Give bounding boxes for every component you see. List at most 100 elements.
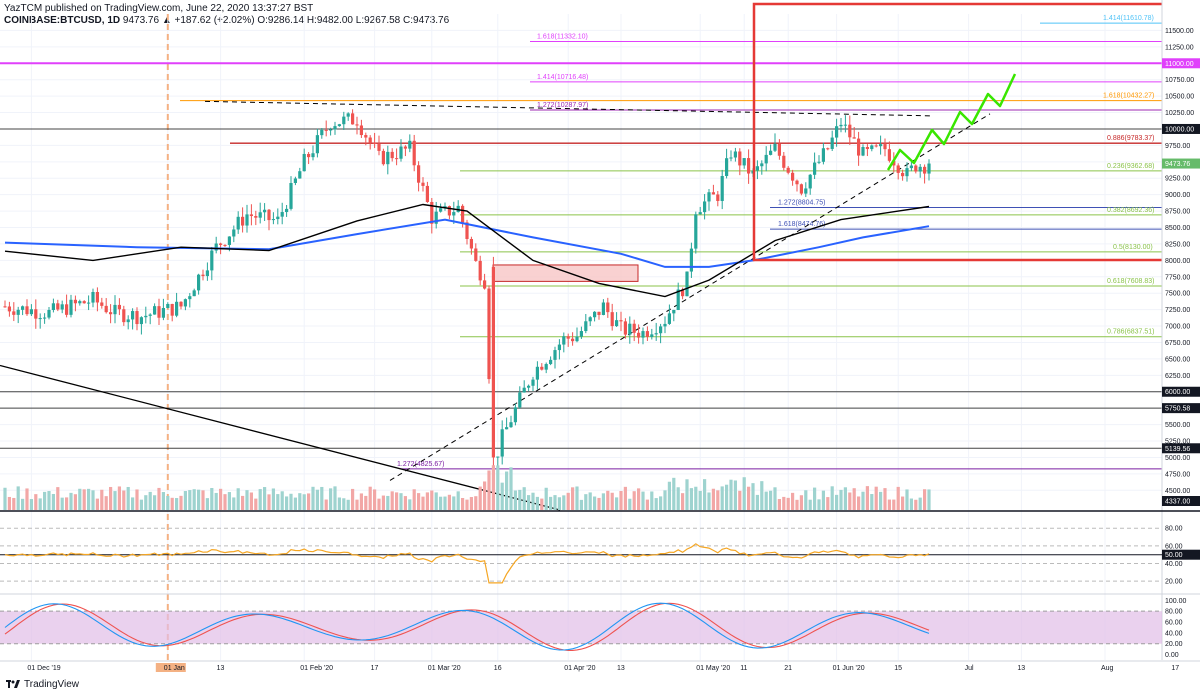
volume-bar [236,488,240,510]
volume-bar [201,490,205,510]
volume-bar [623,486,627,510]
volume-bar [131,497,135,510]
candle [584,321,588,332]
volume-bar [870,494,874,510]
volume-bar [241,495,245,510]
price-tick-label: 6500.00 [1165,356,1190,363]
price-tag-label: 11000.00 [1165,61,1194,68]
chart-area[interactable]: 1.414(11610.78) 1.618(11332.10) 1.414(1071… [0,0,1200,676]
candle [324,129,328,131]
candle [676,289,680,310]
candle [329,129,333,131]
candle [509,422,513,428]
time-tick-label: 01 Dec '19 [27,665,60,672]
candle [192,290,196,297]
candle [874,145,878,147]
candle [474,248,478,261]
candle [540,366,544,370]
volume-bar [786,497,790,510]
candle [447,206,451,216]
volume-bar [34,494,38,510]
candle [694,214,698,249]
candle [729,157,733,159]
price-tick-label: 11250.00 [1165,44,1194,51]
time-tick-label: 16 [494,665,502,672]
candle [148,314,152,316]
candle [711,192,715,195]
volume-bar [82,489,86,510]
volume-bar [799,495,803,510]
volume-bar [703,479,707,510]
volume-bar [918,497,922,510]
candles [3,109,931,510]
price-tick-label: 7000.00 [1165,324,1190,331]
volume-bar [65,497,69,510]
candle [579,331,583,337]
price-tick-label: 10750.00 [1165,77,1194,84]
price-tag-box [1162,495,1200,506]
rsi-tick-label: 80.00 [1165,526,1183,533]
volume-bar [540,498,544,510]
candle [126,319,130,323]
candle [733,151,737,158]
volume-bar [619,490,623,510]
time-tick-label: 01 Jan [164,665,185,672]
volume-bar [56,487,60,510]
candle [7,306,11,312]
candle [271,219,275,221]
volume-bar [795,499,799,510]
candle [351,113,355,125]
volume-bar [830,486,834,510]
candle [65,304,69,315]
last-price-tag [1162,158,1200,169]
candle [439,208,443,212]
volume-bar [73,494,77,510]
volume-bar [500,482,504,510]
volume-bar [553,495,557,510]
volume-bar [249,492,253,510]
volume-bar [91,490,95,510]
price-tag-label: 5750.58 [1165,406,1190,413]
candle [826,148,830,150]
fib-level-label: 1.272(4825.67) [397,461,444,468]
volume-bar [157,487,161,510]
volume-bar [637,488,641,510]
candle [87,302,91,304]
volume-bar [311,486,315,510]
candle [342,116,346,125]
candle [289,182,293,209]
volume-bar [126,486,130,510]
candle [315,135,319,154]
volume-bar [430,490,434,510]
footer-brand[interactable]: TradingView [24,679,80,690]
volume-bar [729,479,733,510]
price-tick-label: 10500.00 [1165,94,1194,101]
publisher-line: YazTCM published on TradingView.com, Jun… [4,3,314,14]
candle [835,126,839,138]
volume-bar [738,490,742,510]
volume-bar [892,499,896,510]
year-marker-box [155,663,186,672]
volume-bar [883,488,887,510]
volume-bar [104,496,108,510]
candle [157,306,161,318]
volume-bar [16,486,20,510]
price-tag-box [1162,58,1200,69]
candle [91,292,95,303]
candle [760,163,764,167]
fib-level-label: 1.414(10716.48) [537,74,588,81]
volume-bar [7,496,11,510]
candle [395,158,399,160]
candle [782,155,786,168]
candle [465,222,469,239]
volume-bar [285,496,289,510]
volume-bar [346,499,350,510]
time-tick-label: 01 May '20 [696,665,730,672]
candle [659,326,663,334]
volume-bar [659,496,663,510]
volume-bar [579,499,583,510]
candle [188,296,192,300]
candle [29,309,33,315]
volume-bar [412,489,416,510]
price-tag-label: 4337.00 [1165,498,1190,505]
